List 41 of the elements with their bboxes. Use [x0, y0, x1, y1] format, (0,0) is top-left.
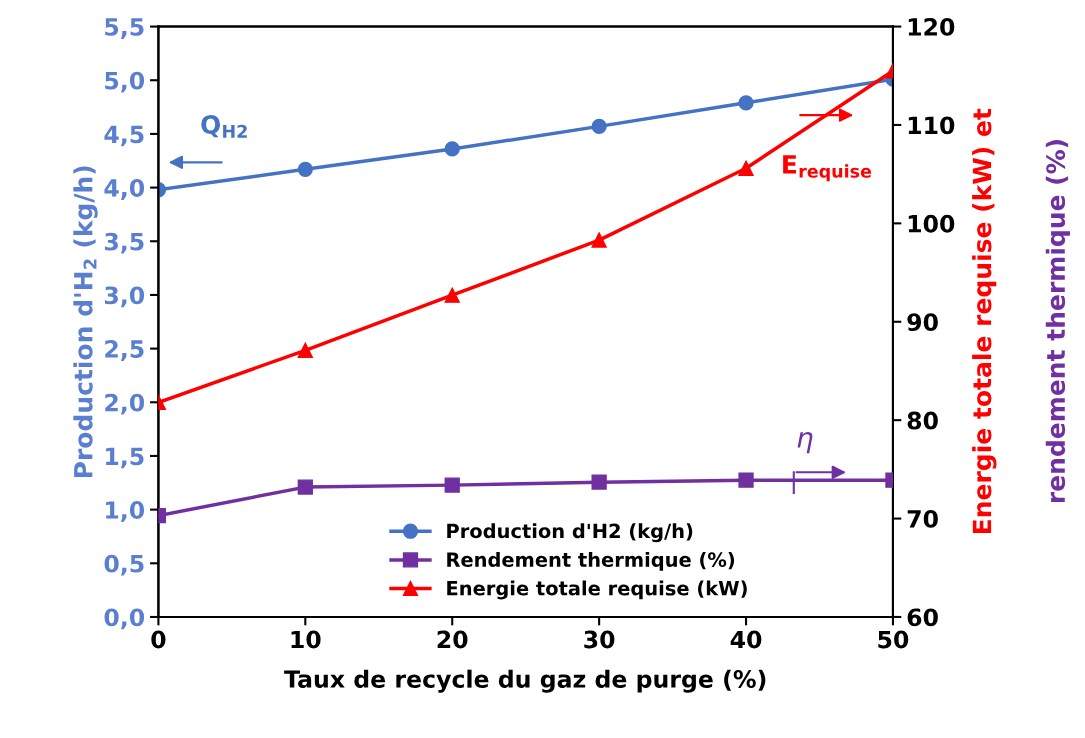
x-tick-label: 50 — [878, 630, 909, 649]
y-tick-label: 0,0 — [104, 608, 145, 630]
point — [591, 232, 607, 248]
y2-tick-label: 80 — [907, 411, 938, 430]
point — [444, 141, 460, 157]
y-axis-title: Production d'H$_{2}$ (kg/h) — [73, 166, 98, 478]
x-axis-title: Taux de recycle du gaz de purge (%) — [284, 669, 766, 693]
y-tick-label: 3,5 — [104, 232, 144, 254]
y2-axis-title: Energie totale requise (kW) et — [972, 108, 997, 534]
y-tick-label: 3,0 — [104, 286, 145, 308]
y2-tick-label: 120 — [908, 18, 955, 36]
x-tick-label: 0 — [151, 630, 166, 649]
point — [444, 287, 460, 303]
x-tick-label: 20 — [437, 630, 468, 649]
y2-tick-label: 110 — [908, 116, 955, 135]
y2-tick-label: 60 — [907, 608, 938, 627]
legend-label: Production d'H2 (kg/h) — [447, 523, 693, 543]
annotation: Q$_{H2}$ — [201, 115, 247, 138]
point — [444, 477, 460, 493]
y-tick-label: 4,0 — [104, 179, 145, 200]
legend-label: Rendement thermique (%) — [447, 551, 735, 571]
legend-label: Energie totale requise (kW) — [447, 580, 747, 600]
y-tick-label: 2,0 — [105, 393, 145, 415]
y2-tick-label: 100 — [908, 214, 955, 233]
y2-tick-label: 90 — [907, 313, 938, 332]
y-tick-label: 5,0 — [105, 71, 145, 93]
annotation: E$_{requise}$ — [783, 155, 872, 182]
y-tick-label: 0,5 — [104, 554, 144, 576]
text: rendement thermique (%) — [1045, 140, 1070, 503]
x-tick-label: 10 — [291, 630, 321, 649]
annotation: η — [797, 431, 813, 454]
y-tick-label: 1,0 — [106, 501, 145, 522]
y-tick-label: 4,5 — [104, 125, 144, 147]
x-tick-label: 30 — [584, 630, 615, 649]
y-tick-label: 2,5 — [105, 340, 144, 361]
x-tick-label: 40 — [730, 630, 762, 649]
point — [591, 118, 607, 135]
y2-tick-label: 70 — [907, 510, 938, 528]
point — [591, 474, 607, 490]
y-tick-label: 5,5 — [105, 18, 144, 39]
y-tick-label: 1,5 — [106, 447, 144, 469]
